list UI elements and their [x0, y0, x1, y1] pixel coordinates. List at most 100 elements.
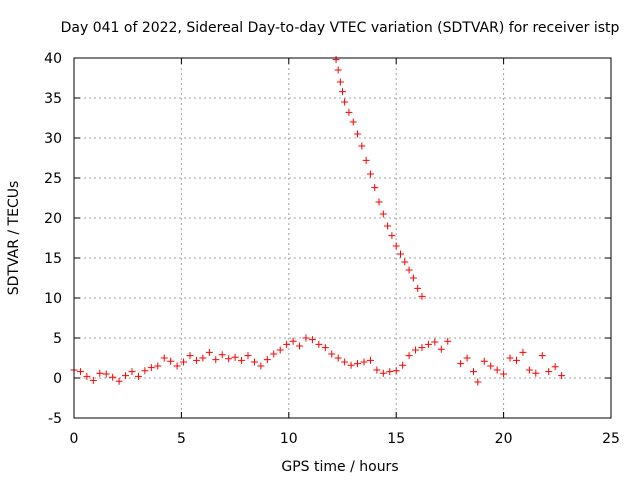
data-point	[362, 156, 370, 164]
data-point	[525, 366, 533, 374]
data-point	[431, 338, 439, 346]
data-point	[205, 348, 213, 356]
data-point	[238, 356, 246, 364]
data-point	[341, 358, 349, 366]
data-point	[345, 108, 353, 116]
data-point	[500, 370, 508, 378]
y-tick-label: 5	[53, 331, 62, 347]
x-tick-label: 5	[177, 431, 186, 447]
data-point	[212, 356, 220, 364]
x-tick-label: 20	[495, 431, 513, 447]
data-point	[218, 351, 226, 359]
data-point	[231, 353, 239, 361]
data-point	[358, 142, 366, 150]
data-point	[412, 346, 420, 354]
data-point	[349, 118, 357, 126]
data-point	[332, 56, 340, 64]
data-point	[167, 357, 175, 365]
axis-ticks: 0 5 10 15 20 25 -5 0 5 10 15 20 25 30 35 40	[44, 51, 620, 447]
data-point	[199, 354, 207, 362]
data-point	[263, 356, 271, 364]
data-point	[257, 362, 265, 370]
data-point	[83, 372, 91, 380]
data-point	[173, 362, 181, 370]
data-point	[96, 369, 104, 377]
y-tick-label: 20	[44, 211, 62, 227]
x-tick-label: 0	[70, 431, 79, 447]
data-point	[283, 340, 291, 348]
data-point	[141, 367, 149, 375]
x-tick-label: 15	[387, 431, 405, 447]
y-tick-label: 25	[44, 171, 62, 187]
data-point	[371, 184, 379, 192]
data-point	[334, 354, 342, 362]
data-point	[392, 242, 400, 250]
data-points	[70, 56, 566, 386]
data-point	[328, 350, 336, 358]
data-point	[538, 352, 546, 360]
data-point	[401, 258, 409, 266]
data-point	[366, 170, 374, 178]
data-point	[424, 340, 432, 348]
data-point	[399, 361, 407, 369]
data-point	[506, 354, 514, 362]
data-point	[418, 344, 426, 352]
data-point	[315, 340, 323, 348]
data-point	[334, 66, 342, 74]
data-point	[437, 345, 445, 353]
data-point	[379, 210, 387, 218]
data-point	[354, 130, 362, 138]
data-point	[128, 368, 136, 376]
data-point	[122, 372, 130, 380]
plot-frame	[73, 57, 612, 419]
data-point	[532, 369, 540, 377]
data-point	[186, 352, 194, 360]
data-point	[405, 352, 413, 360]
data-point	[414, 284, 422, 292]
data-point	[296, 342, 304, 350]
data-point	[457, 360, 465, 368]
data-point	[115, 377, 123, 385]
data-point	[409, 274, 417, 282]
data-point	[405, 266, 413, 274]
grid-lines	[74, 58, 611, 418]
data-point	[341, 98, 349, 106]
data-point	[102, 370, 110, 378]
data-point	[225, 355, 233, 363]
data-point	[76, 368, 84, 376]
data-point	[388, 232, 396, 240]
data-point	[487, 362, 495, 370]
data-point	[289, 337, 297, 345]
x-tick-label: 25	[602, 431, 620, 447]
data-point	[89, 376, 97, 384]
data-point	[321, 344, 329, 352]
data-point	[470, 368, 478, 376]
series-low-tracks	[70, 334, 566, 386]
data-point	[302, 334, 310, 342]
data-point	[354, 360, 362, 368]
data-point	[551, 363, 559, 371]
y-tick-label: -5	[48, 411, 62, 427]
data-point	[347, 361, 355, 369]
data-point	[160, 354, 168, 362]
data-point	[545, 368, 553, 376]
data-point	[396, 250, 404, 258]
data-point	[519, 348, 527, 356]
data-point	[250, 358, 258, 366]
data-point	[418, 292, 426, 300]
data-point	[474, 378, 482, 386]
data-point	[109, 373, 117, 381]
y-tick-label: 0	[53, 371, 62, 387]
data-point	[512, 356, 520, 364]
data-point	[134, 372, 142, 380]
y-tick-label: 40	[44, 51, 62, 67]
data-point	[244, 352, 252, 360]
data-point	[339, 88, 346, 96]
data-point	[493, 366, 501, 374]
data-point	[386, 368, 394, 376]
data-point	[270, 350, 278, 358]
data-point	[375, 198, 383, 206]
data-point	[384, 222, 392, 230]
data-point	[392, 367, 400, 375]
